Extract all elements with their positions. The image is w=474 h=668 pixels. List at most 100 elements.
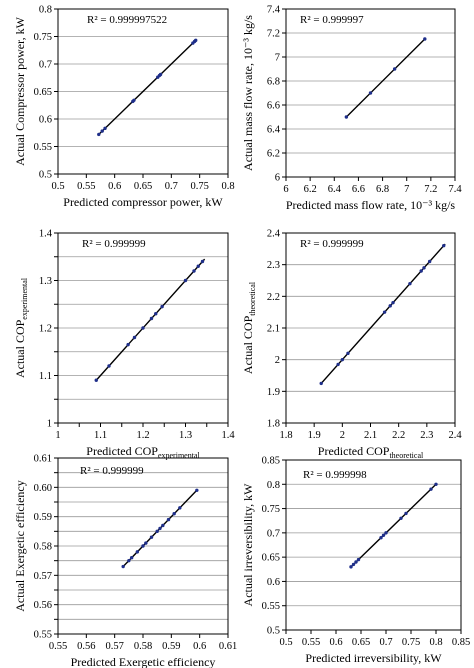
x-tick-label: 0.55 <box>77 181 95 192</box>
y-tick-label: 0.75 <box>262 504 280 515</box>
data-point <box>158 72 163 77</box>
x-axis-label-text: Predicted compressor power, kW <box>63 195 223 209</box>
y-tick-label: 6.8 <box>267 77 280 88</box>
chart-panel-5: 0.55 0.56 0.57 0.58 0.59 0.6 0.61 0.55 0.56 0.57 0… <box>13 454 237 668</box>
y-tick-label: 0.56 <box>34 600 52 611</box>
data-point <box>154 312 158 316</box>
plot-frame <box>285 459 462 631</box>
data-point <box>356 557 361 562</box>
x-tick-label: 0.6 <box>329 637 342 648</box>
y-tick-label: 6 <box>275 173 280 184</box>
y-axis-label-subscript: experimental <box>20 277 29 320</box>
y-tick-label: 1.8 <box>267 419 280 430</box>
data-point <box>94 378 98 382</box>
x-tick-label: 0.56 <box>77 641 95 652</box>
data-point <box>429 487 433 491</box>
y-tick-label: 0.61 <box>34 454 52 465</box>
fit-line <box>345 38 426 118</box>
x-tick-label: 1.4 <box>221 430 235 441</box>
y-tick-label: 7 <box>275 53 280 64</box>
x-tick-label: 2.3 <box>420 430 433 441</box>
data-point <box>408 281 412 286</box>
y-axis-label: Actual COPexperimental <box>13 277 29 378</box>
x-axis-label-text: Predicted COP <box>318 444 390 458</box>
data-point <box>379 536 383 540</box>
data-point <box>144 541 148 545</box>
chart-panel-2: 6 6.2 6.4 6.6 6.8 7 7.2 7.4 6 6.2 6.4 6.6 6.8 7 7.2 7.4… <box>241 5 462 213</box>
data-point <box>127 558 131 563</box>
y-tick-label: 0.85 <box>262 456 280 467</box>
data-point <box>132 335 137 340</box>
data-point <box>419 269 423 273</box>
data-point <box>200 259 205 264</box>
chart-panel-4: 1.8 1.9 2 2.1 2.2 2.3 2.4 1.8 1.9 2 2.1 2.2 2.3 2.4 R²… <box>241 229 462 461</box>
data-point <box>107 364 111 368</box>
data-point <box>121 564 125 569</box>
data-point <box>129 556 134 560</box>
x-tick-label: 0.65 <box>352 637 370 648</box>
x-tick-label: 2.1 <box>364 430 377 441</box>
y-tick-label: 1.2 <box>39 324 52 335</box>
x-tick-label: 0.58 <box>134 641 152 652</box>
fit-line <box>97 38 198 137</box>
x-tick-label: 0.5 <box>51 181 64 192</box>
r-squared-label: R² = 0.999997 <box>300 14 364 26</box>
data-point <box>344 115 349 119</box>
y-tick-label: 6.2 <box>267 149 280 160</box>
r-squared-label: R² = 0.999999 <box>300 238 364 250</box>
y-tick-label: 7.2 <box>267 29 280 40</box>
data-point <box>351 562 356 567</box>
y-tick-label: 0.55 <box>34 142 52 153</box>
x-tick-label: 2 <box>340 430 345 441</box>
data-point <box>97 132 101 137</box>
data-point <box>336 362 340 367</box>
data-point <box>427 259 432 264</box>
y-tick-label: 0.5 <box>39 170 52 181</box>
x-tick-label: 0.5 <box>279 637 292 648</box>
x-tick-label: 6.2 <box>304 184 317 195</box>
y-axis-label: Actual mass flow rate, 10⁻³ kg/s <box>241 15 255 171</box>
y-axis-label-text: Actual mass flow rate, 10⁻³ kg/s <box>241 15 255 171</box>
x-tick-label: 0.61 <box>219 641 237 652</box>
data-point <box>141 326 145 330</box>
data-point <box>149 535 154 539</box>
y-tick-label: 1.3 <box>39 276 52 287</box>
y-tick-label: 2.1 <box>267 324 280 335</box>
r-squared-label: R² = 0.999999 <box>80 465 144 477</box>
x-tick-label: 1 <box>55 430 60 441</box>
r-squared-label: R² = 0.999999 <box>82 238 146 250</box>
x-tick-label: 2.4 <box>448 430 462 441</box>
y-tick-label: 0.75 <box>34 32 52 43</box>
y-tick-label: 2.4 <box>267 229 281 240</box>
y-tick-label: 1 <box>47 419 52 430</box>
x-axis-label-subscript: theoretical <box>389 451 424 460</box>
x-axis-label: Predicted COPtheoretical <box>318 444 424 460</box>
y-axis-label: Actual irreversibility, kW <box>241 483 255 607</box>
x-tick-label: 0.85 <box>452 637 470 648</box>
x-tick-label: 0.8 <box>429 637 442 648</box>
y-tick-label: 2.3 <box>267 260 280 271</box>
x-tick-label: 7.4 <box>448 184 462 195</box>
chart-panel-3: 1 1.1 1.2 1.3 1.4 1 1.1 1.2 1.3 1.4 R² = 0.999999 P… <box>13 229 235 461</box>
x-axis-label: Predicted Exergetic efficiency <box>71 655 216 668</box>
x-tick-label: 1.8 <box>279 430 292 441</box>
y-axis-label-text: Actual COP <box>241 315 255 374</box>
data-point <box>194 38 198 43</box>
x-tick-label: 0.8 <box>221 181 234 192</box>
r-squared-label: R² = 0.999997522 <box>87 14 167 26</box>
y-tick-label: 0.55 <box>262 601 280 612</box>
y-axis-label-text: Actual COP <box>13 319 27 378</box>
x-tick-label: 6.6 <box>352 184 365 195</box>
y-tick-label: 0.60 <box>34 483 52 494</box>
x-axis-label-text: Predicted mass flow rate, 10⁻³ kg/s <box>286 198 456 212</box>
chart-panel-1: 0.5 0.55 0.6 0.65 0.7 0.75 0.8 0.5 0.55 0.6 0.65 0.… <box>13 5 235 210</box>
data-point <box>381 533 386 537</box>
x-tick-label: 0.75 <box>402 637 420 648</box>
data-point <box>155 529 159 534</box>
y-axis-label-text: Actual Exergetic efficiency <box>13 480 27 612</box>
y-tick-label: 0.65 <box>34 87 52 98</box>
data-point <box>434 482 438 486</box>
y-axis-label: Actual COPtheoretical <box>241 281 257 374</box>
data-point <box>442 243 446 248</box>
